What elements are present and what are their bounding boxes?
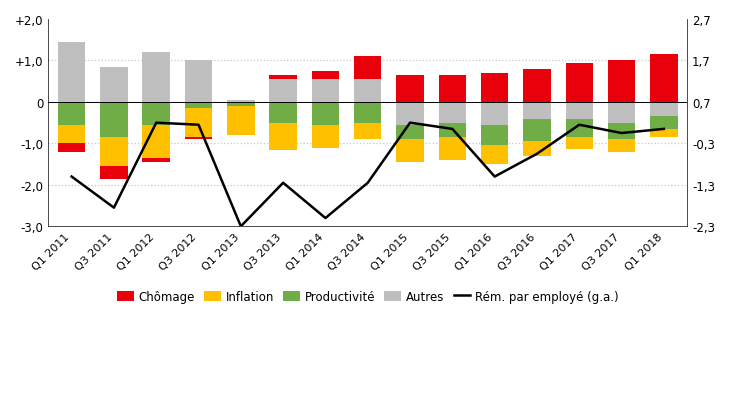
Bar bbox=[566, 63, 593, 103]
Bar bbox=[439, 103, 466, 124]
Bar bbox=[227, 101, 255, 103]
Bar bbox=[523, 119, 550, 142]
Bar bbox=[312, 103, 339, 126]
Bar bbox=[354, 124, 382, 140]
Bar bbox=[58, 43, 85, 103]
Bar bbox=[100, 167, 128, 179]
Bar bbox=[396, 126, 424, 140]
Bar bbox=[58, 103, 85, 126]
Bar bbox=[58, 144, 85, 152]
Bar bbox=[650, 55, 677, 103]
Bar bbox=[650, 130, 677, 138]
Bar bbox=[608, 61, 635, 103]
Bar bbox=[523, 142, 550, 156]
Bar bbox=[396, 103, 424, 126]
Bar bbox=[227, 107, 255, 136]
Bar bbox=[650, 103, 677, 117]
Bar bbox=[58, 126, 85, 144]
Bar bbox=[439, 138, 466, 161]
Bar bbox=[396, 140, 424, 163]
Bar bbox=[566, 119, 593, 138]
Bar bbox=[227, 103, 255, 107]
Bar bbox=[566, 138, 593, 149]
Bar bbox=[312, 72, 339, 80]
Bar bbox=[396, 76, 424, 103]
Bar bbox=[523, 103, 550, 119]
Bar bbox=[142, 126, 170, 159]
Bar bbox=[312, 126, 339, 148]
Bar bbox=[481, 74, 508, 103]
Bar bbox=[439, 76, 466, 103]
Bar bbox=[142, 159, 170, 163]
Bar bbox=[481, 126, 508, 146]
Bar bbox=[354, 80, 382, 103]
Bar bbox=[608, 124, 635, 140]
Bar bbox=[439, 124, 466, 138]
Bar bbox=[481, 146, 508, 165]
Bar bbox=[142, 103, 170, 126]
Bar bbox=[185, 109, 212, 138]
Bar bbox=[185, 61, 212, 103]
Bar bbox=[650, 117, 677, 130]
Bar bbox=[354, 103, 382, 124]
Bar bbox=[100, 67, 128, 103]
Bar bbox=[185, 138, 212, 140]
Legend: Chômage, Inflation, Productivité, Autres, Rém. par employé (g.a.): Chômage, Inflation, Productivité, Autres… bbox=[112, 285, 623, 308]
Bar bbox=[523, 70, 550, 103]
Bar bbox=[100, 138, 128, 167]
Bar bbox=[566, 103, 593, 119]
Bar bbox=[312, 80, 339, 103]
Bar bbox=[608, 140, 635, 152]
Bar bbox=[608, 103, 635, 124]
Bar bbox=[269, 103, 297, 124]
Bar bbox=[481, 103, 508, 126]
Bar bbox=[185, 103, 212, 109]
Bar bbox=[269, 76, 297, 80]
Bar bbox=[100, 103, 128, 138]
Bar bbox=[354, 57, 382, 80]
Bar bbox=[269, 124, 297, 150]
Bar bbox=[142, 53, 170, 103]
Bar bbox=[269, 80, 297, 103]
